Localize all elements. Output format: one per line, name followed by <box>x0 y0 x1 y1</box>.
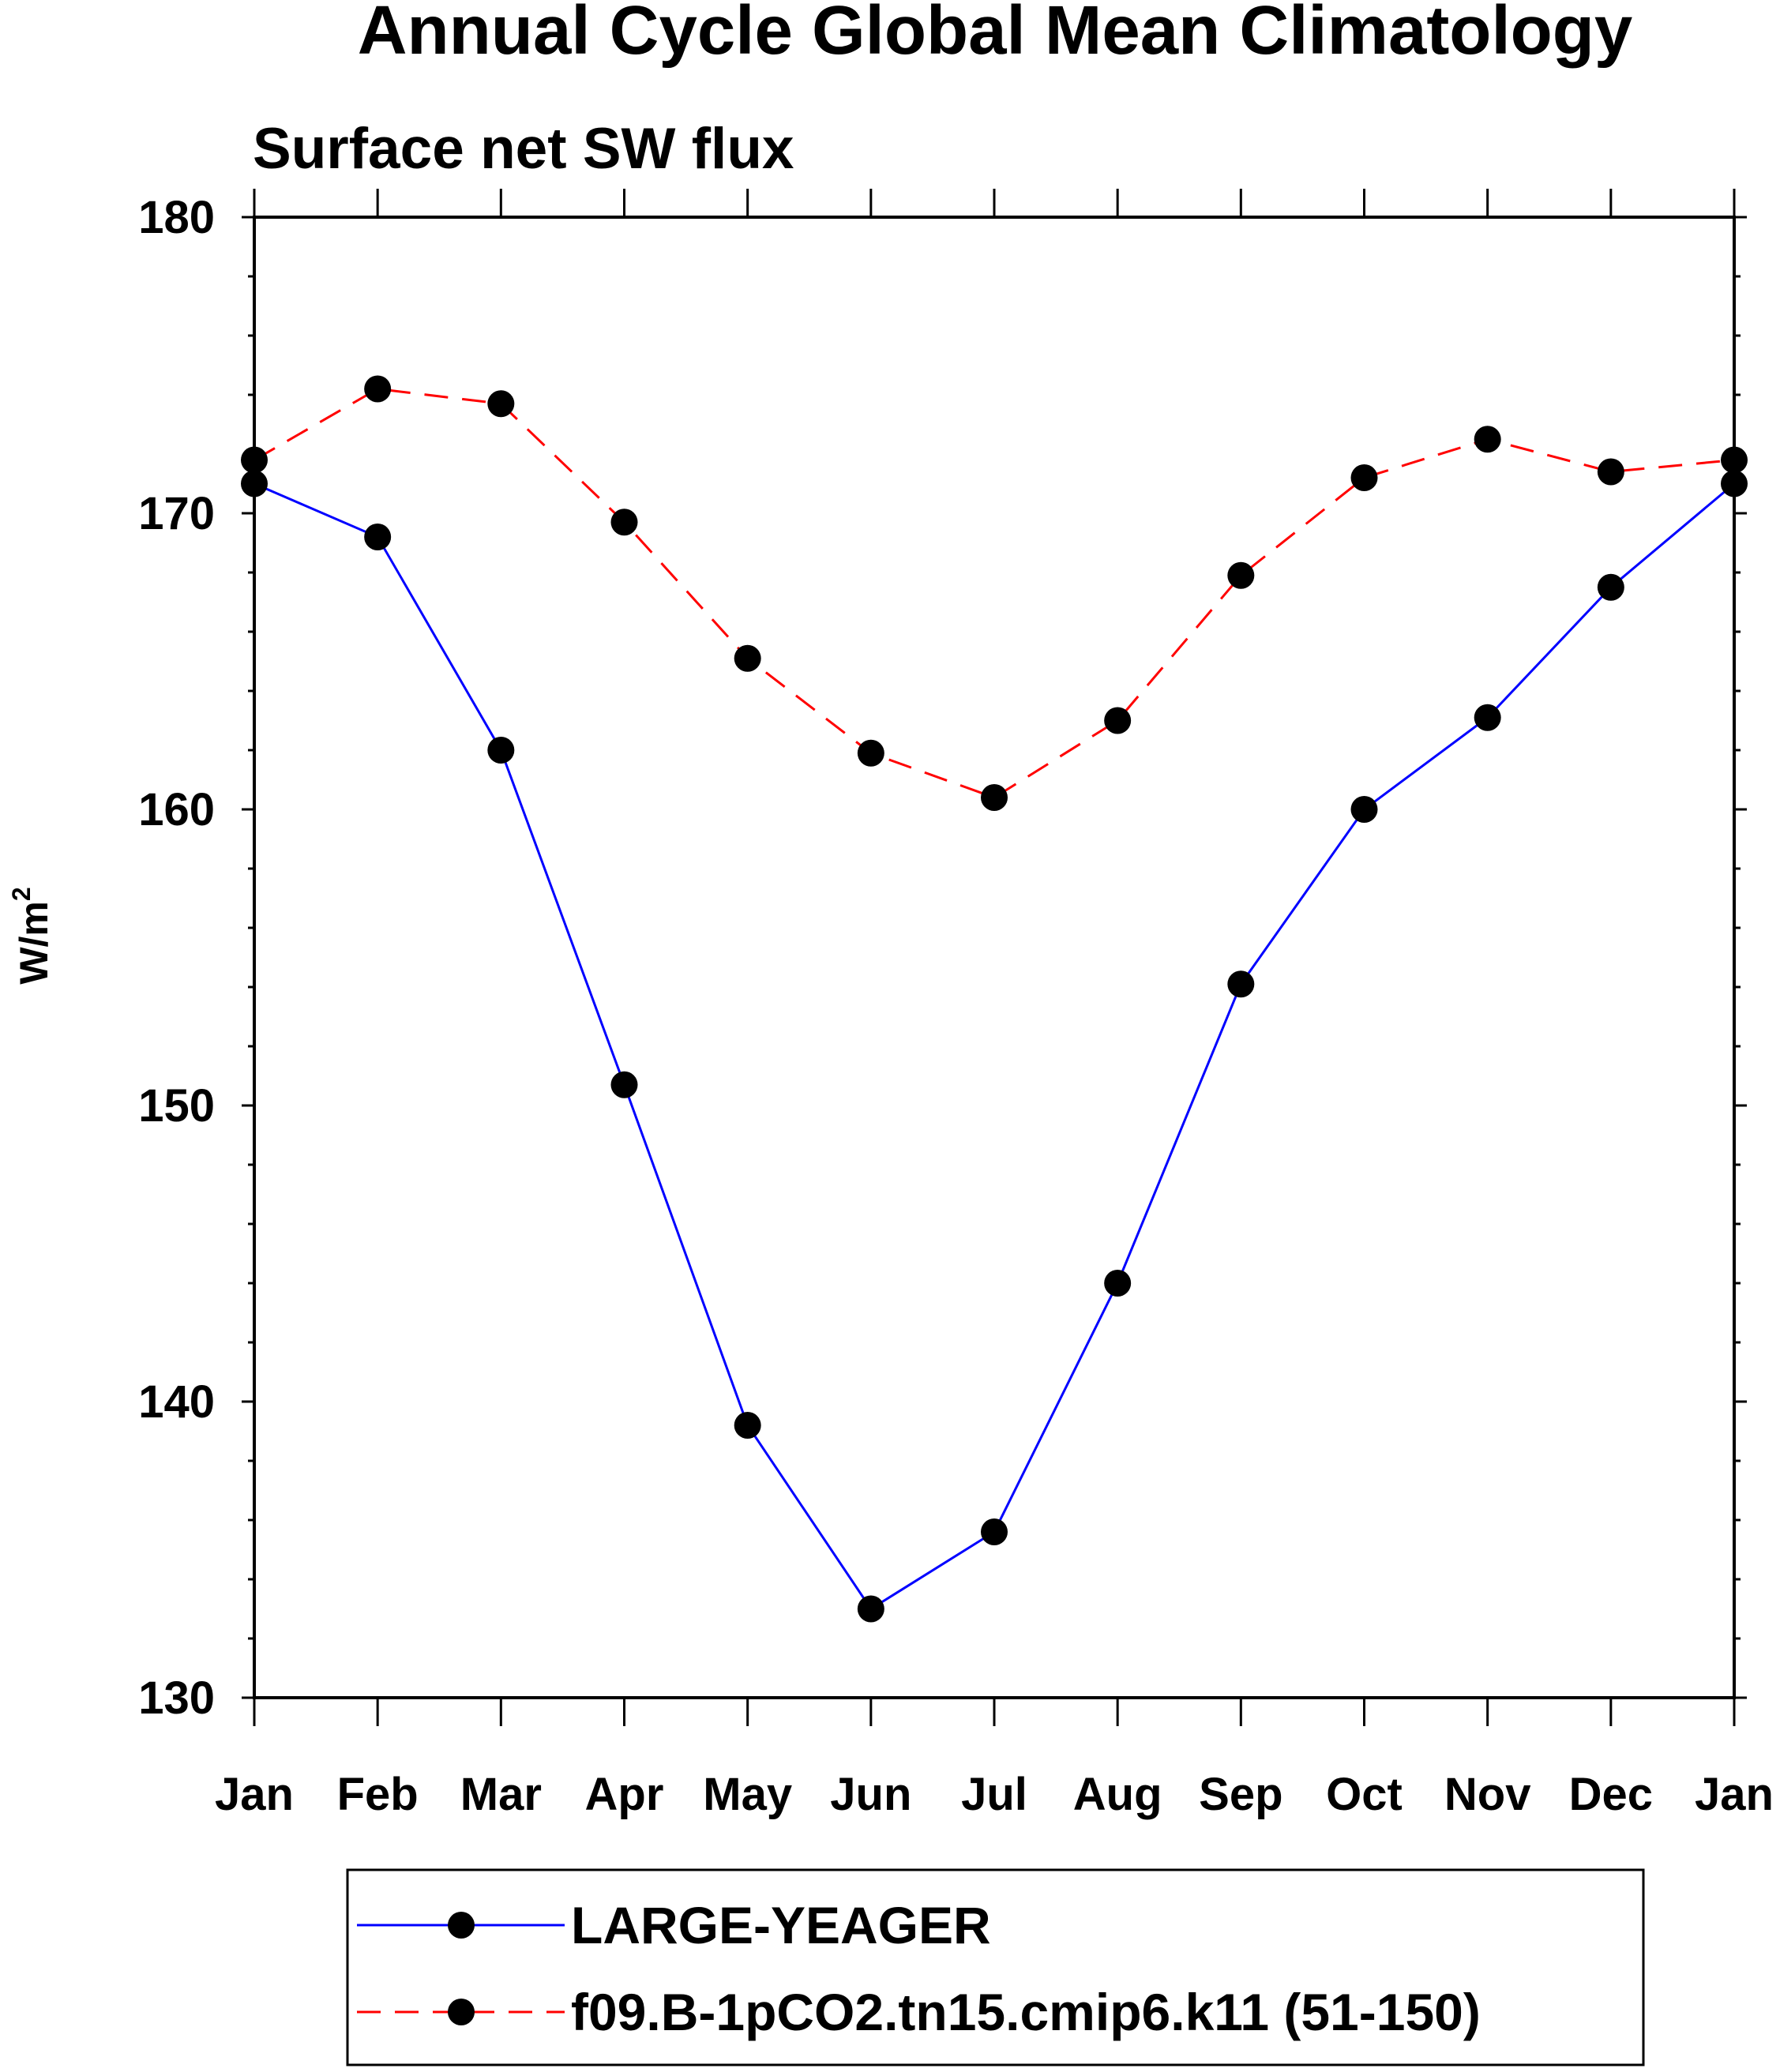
data-point-1 <box>1597 458 1624 486</box>
y-tick-label: 180 <box>138 192 215 243</box>
x-tick-label: Mar <box>460 1769 542 1820</box>
data-point-1 <box>857 739 884 767</box>
x-tick-labels: Jan Feb Mar Apr May Jun Jul Aug Sep Oct Nov Dec Jan <box>215 1769 1774 1820</box>
data-point-0 <box>487 737 515 764</box>
data-point-1 <box>981 784 1008 811</box>
y-tick-label: 160 <box>138 784 215 835</box>
x-tick-label: Jun <box>830 1769 911 1820</box>
data-point-0 <box>610 1071 638 1098</box>
series-line-1 <box>253 387 1735 799</box>
data-point-1 <box>1350 464 1378 491</box>
data-point-0 <box>1597 573 1624 601</box>
chart-title: Annual Cycle Global Mean Climatology <box>358 0 1633 69</box>
legend-marker-f09 <box>448 1999 475 2025</box>
axis-ticks <box>242 189 1747 1726</box>
y-tick-label: 170 <box>138 488 215 539</box>
data-point-1 <box>1227 561 1255 589</box>
legend-box <box>346 1868 1645 2066</box>
x-tick-label: Sep <box>1199 1769 1282 1820</box>
x-tick-label: Jan <box>215 1769 294 1820</box>
x-tick-label: Apr <box>585 1769 664 1820</box>
x-tick-label: May <box>703 1769 792 1820</box>
y-axis-label: W/m2 <box>7 887 56 984</box>
data-point-0 <box>1474 704 1501 731</box>
x-tick-label: Feb <box>337 1769 419 1820</box>
data-point-1 <box>487 390 515 418</box>
data-point-1 <box>1474 426 1501 453</box>
data-point-1 <box>364 375 392 403</box>
legend-marker-large-yeager <box>448 1912 475 1939</box>
data-point-1 <box>1721 446 1748 474</box>
x-tick-label: Aug <box>1073 1769 1162 1820</box>
data-point-0 <box>1227 970 1255 998</box>
x-tick-label: Jan <box>1695 1769 1774 1820</box>
legend: LARGE-YEAGER f09.B-1pCO2.tn15.cmip6.k11 … <box>346 1868 1645 2066</box>
data-point-0 <box>241 470 268 497</box>
series-layer <box>241 375 1748 1623</box>
y-tick-label: 150 <box>138 1080 215 1132</box>
plot-frame <box>253 216 1736 1699</box>
chart-subtitle: Surface net SW flux <box>253 117 794 181</box>
x-tick-label: Dec <box>1569 1769 1653 1820</box>
data-point-0 <box>1721 470 1748 497</box>
data-point-1 <box>1104 707 1132 734</box>
legend-label-f09: f09.B-1pCO2.tn15.cmip6.k11 (51-150) <box>571 1983 1481 2041</box>
x-tick-label: Nov <box>1444 1769 1531 1820</box>
svg-text:W/m2: W/m2 <box>7 887 56 984</box>
y-tick-label: 130 <box>138 1672 215 1724</box>
x-tick-label: Jul <box>961 1769 1027 1820</box>
data-point-1 <box>610 509 638 536</box>
data-point-0 <box>364 524 392 550</box>
data-point-1 <box>241 446 268 474</box>
y-tick-labels: 130 140 150 160 170 180 <box>138 192 215 1724</box>
data-point-0 <box>981 1518 1008 1545</box>
data-point-0 <box>1104 1270 1132 1297</box>
y-tick-label: 140 <box>138 1376 215 1428</box>
legend-label-large-yeager: LARGE-YEAGER <box>571 1896 991 1954</box>
x-tick-label: Oct <box>1326 1769 1403 1820</box>
data-point-0 <box>734 1412 761 1439</box>
data-point-0 <box>857 1595 884 1623</box>
data-point-0 <box>1350 796 1378 823</box>
y-axis-label-superscript: 2 <box>7 887 36 901</box>
y-axis-label-text: W/m <box>12 901 56 985</box>
data-point-1 <box>734 644 761 672</box>
series-line-0 <box>253 482 1735 1611</box>
